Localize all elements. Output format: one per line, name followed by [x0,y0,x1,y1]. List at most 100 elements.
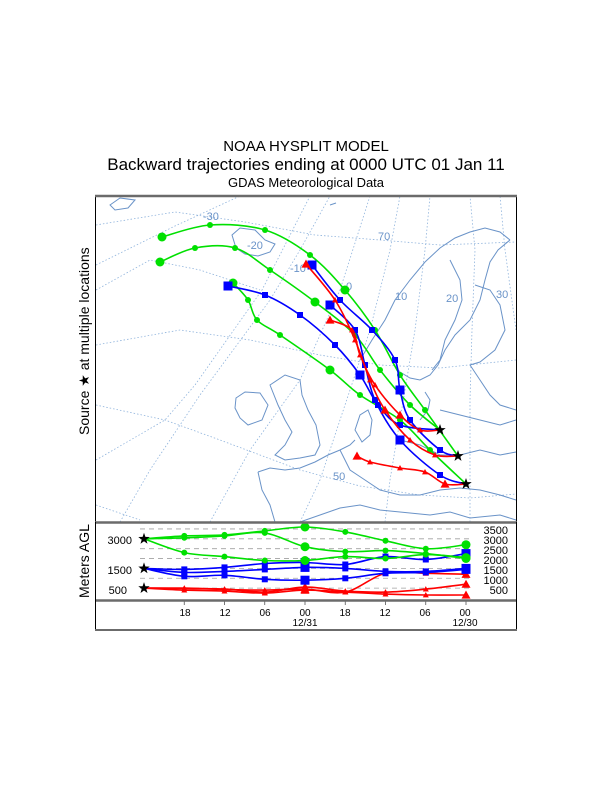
map-trajectory-point [427,447,433,453]
star-icon [138,562,150,574]
map-trajectory-point [367,459,373,465]
star-icon [138,582,150,593]
altitude-point [300,523,310,532]
map-trajectory-point [307,252,313,258]
map-trajectory-line [161,223,459,457]
altitude-point [261,557,268,564]
map-trajectory-point [440,479,450,488]
altitude-point [382,555,389,562]
altitude-point [181,587,188,593]
altitude-point [300,562,310,572]
map-trajectory-point [372,382,378,388]
left-alt-label-1500: 1500 [107,565,132,577]
map-panel: -30 -20 -10 0 10 20 30 70 50 [96,196,516,522]
map-ylabel: Source ★ at multiple locations [76,247,92,435]
map-trajectories [155,222,472,489]
altitude-point [181,534,188,541]
map-trajectory-point [340,285,350,295]
map-trajectory-point [277,332,283,338]
map-trajectory-point [325,315,335,324]
right-alt-label-3500: 3500 [483,525,508,537]
map-trajectory-point [192,245,198,251]
map-trajectory-point [422,407,428,413]
x-tick-label: 06 [259,608,271,619]
grid-label-lat-70: 70 [378,231,390,243]
right-alt-label-500: 500 [489,585,508,597]
map-trajectory-point [377,367,383,373]
map-trajectory-point [397,422,403,428]
altitude-trajectories [143,523,471,599]
altitude-point [261,566,268,573]
map-trajectory-point [432,452,438,458]
data-source-title: GDAS Meteorological Data [227,175,385,190]
map-trajectory-point [422,469,428,475]
altitude-point [382,547,389,554]
map-trajectory-point [407,437,413,443]
map-trajectory-point [207,222,213,228]
right-alt-label-2000: 2000 [483,555,508,567]
right-alt-label-3000: 3000 [483,535,508,547]
grid-label-lon-10: 10 [395,291,407,303]
altitude-point [221,588,228,594]
altitude-point [300,556,310,565]
graticule [96,196,516,522]
map-trajectory-line [305,263,459,458]
map-trajectory-point [262,292,268,298]
map-trajectory-point [349,327,355,333]
coastlines [109,197,516,522]
map-trajectory-point [223,281,233,291]
grid-label-lon-0: 0 [346,281,352,293]
altitude-point [422,551,429,558]
altitude-point [422,586,429,592]
altitude-point [422,556,429,563]
x-tick-label: 12 [379,608,391,619]
map-trajectory-point [254,317,260,323]
altitude-point [181,549,188,556]
map-trajectory-point [325,365,335,375]
altitude-point [221,532,228,539]
map-trajectory-point [417,427,423,433]
map-trajectory-point [357,392,363,398]
model-title: NOAA HYSPLIT MODEL [223,138,389,155]
star-icon [452,450,464,461]
x-tick-label: 00 [459,608,471,619]
map-trajectory-point [325,300,335,310]
altitude-point [342,548,349,555]
map-trajectory-point [397,465,403,471]
map-trajectory-point [355,370,365,380]
map-trajectory-point [380,405,390,414]
altitude-point [382,537,389,544]
map-trajectory-point [407,402,413,408]
altitude-point [261,590,268,596]
altitude-point [300,585,310,594]
altitude-point [422,569,429,576]
map-trajectory-point [232,245,238,251]
date-label-1230: 12/30 [452,618,478,629]
map-trajectory-point [395,385,405,395]
map-trajectory-point [437,447,443,453]
grid-label-lon-minus30: -30 [203,211,219,223]
right-alt-label-2500: 2500 [483,545,508,557]
altitude-panel [138,523,471,605]
map-trajectory-point [437,472,443,478]
grid-label-lon-minus20: -20 [247,240,263,252]
x-tick-label: 00 [299,608,311,619]
map-trajectory-point [357,352,363,358]
map-trajectory-point [310,297,320,307]
map-trajectory-point [332,297,338,303]
star-icon [460,478,472,489]
star-icon [434,424,446,435]
altitude-point [300,575,310,585]
altitude-point [422,545,429,552]
map-trajectory-point [332,342,338,348]
x-tick-label: 18 [179,608,191,619]
map-trajectory-point [301,259,311,268]
map-trajectory-point [352,327,358,333]
altitude-point [342,565,349,572]
altitude-point [461,540,471,550]
altitude-point [461,564,471,574]
map-trajectory-point [245,297,251,303]
altitude-point [382,591,389,597]
x-tick-label: 12 [219,608,231,619]
map-trajectory-point [395,410,405,419]
